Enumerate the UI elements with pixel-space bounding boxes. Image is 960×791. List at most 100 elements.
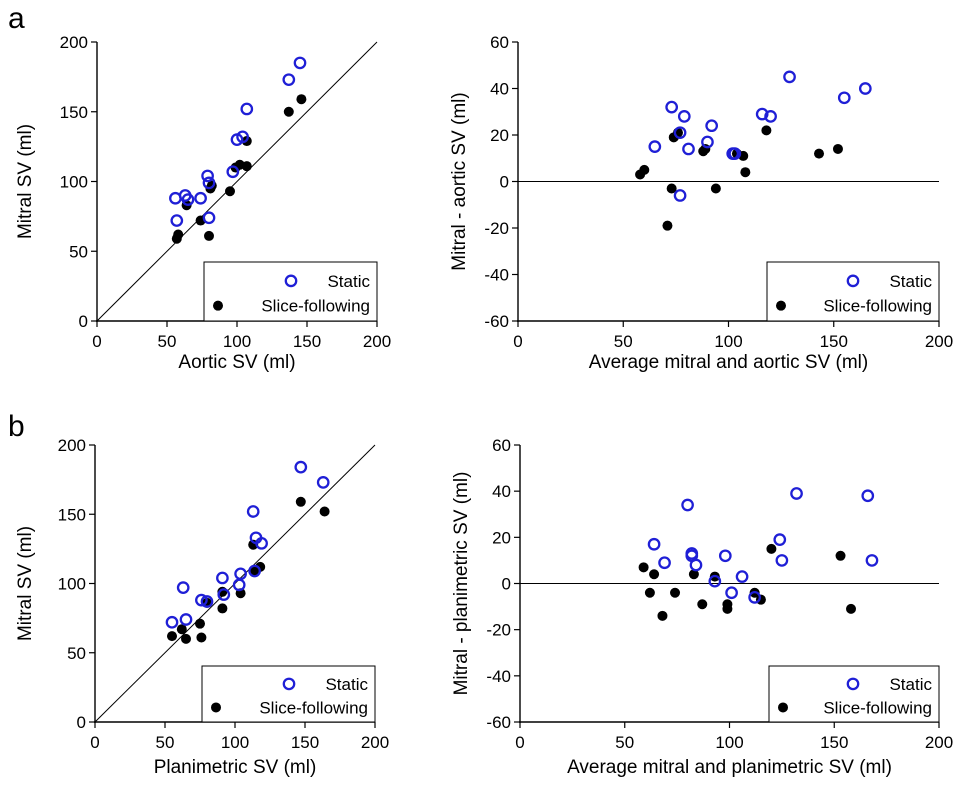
static-point <box>728 147 742 160</box>
chart-a-right: 0 50 100 150 200 -60 -40 -20 0 20 40 60 Average mitr… <box>449 33 953 373</box>
slice-following-point <box>761 125 772 136</box>
x-tick-label: 0 <box>92 332 101 351</box>
slice-following-point <box>319 506 330 517</box>
x-tick-label: 0 <box>515 733 524 752</box>
y-tick-label: 200 <box>60 33 88 52</box>
static-point <box>673 189 687 202</box>
slice-following-point <box>176 624 187 635</box>
slice-following-point <box>662 220 673 231</box>
static-point <box>179 613 193 626</box>
x-tick-label: 50 <box>158 332 177 351</box>
static-point <box>865 554 879 567</box>
slice-following-point <box>670 587 681 598</box>
y-tick-label: 150 <box>60 103 88 122</box>
slice-following-point <box>241 161 252 172</box>
x-tick-label: 100 <box>221 733 249 752</box>
static-point <box>658 556 671 570</box>
x-tick-label: 200 <box>361 733 389 752</box>
static-point <box>202 176 216 190</box>
slice-following-point <box>638 562 649 573</box>
slice-following-point <box>217 603 228 614</box>
slice-following-point <box>666 183 677 194</box>
y-tick-label: -60 <box>484 312 509 331</box>
slice-following-point <box>283 106 294 117</box>
static-point <box>255 536 268 550</box>
x-tick-label: 200 <box>925 733 953 752</box>
slice-following-point <box>722 599 733 610</box>
slice-following-point <box>846 603 857 614</box>
slice-following-point <box>181 633 191 644</box>
static-point <box>200 595 214 608</box>
slice-following-point <box>649 569 660 580</box>
legend-slice-marker <box>213 300 223 311</box>
slice-following-point <box>740 167 751 178</box>
y-tick-label: 40 <box>492 482 511 501</box>
legend-static-label: Static <box>325 675 368 694</box>
static-point <box>248 564 261 578</box>
static-point <box>689 558 703 572</box>
legend-slice-label: Slice-following <box>261 297 370 316</box>
static-point <box>195 593 208 607</box>
y-tick-label: 60 <box>490 33 509 52</box>
slice-following-point <box>832 143 843 154</box>
legend-static-marker <box>284 274 298 288</box>
y-tick-label: 100 <box>58 575 86 594</box>
slice-following-point <box>835 550 846 561</box>
x-tick-label: 0 <box>513 332 522 351</box>
static-point <box>725 586 738 600</box>
y-tick-label: -40 <box>486 667 511 686</box>
static-point <box>293 56 307 70</box>
static-point <box>234 567 247 581</box>
y-tick-label: -20 <box>484 219 509 238</box>
slice-following-point <box>225 186 235 197</box>
static-point <box>236 130 249 144</box>
x-tick-label: 50 <box>615 733 634 752</box>
slice-following-point <box>167 631 177 642</box>
static-point <box>764 110 777 123</box>
static-point <box>773 533 787 546</box>
legend-slice-label: Slice-following <box>823 698 932 717</box>
static-point <box>708 574 722 588</box>
y-tick-label: 0 <box>500 173 509 192</box>
legend-slice-label: Slice-following <box>259 698 368 717</box>
legend-box <box>201 665 376 723</box>
chart-b-right: 0 50 100 150 200 -60 -40 -20 0 20 40 60 Average mitr… <box>451 436 953 778</box>
static-point <box>735 570 749 583</box>
static-point <box>194 191 207 205</box>
static-point <box>181 193 195 206</box>
y-tick-label: 150 <box>58 505 86 524</box>
x-tick-label: 0 <box>90 733 99 752</box>
y-tick-label: 20 <box>490 126 509 145</box>
legend-slice-label: Slice-following <box>823 297 932 316</box>
static-point <box>648 140 662 153</box>
legend-static-label: Static <box>327 272 370 291</box>
slice-following-point <box>173 229 184 240</box>
slice-following-point <box>196 632 207 643</box>
x-axis-label: Average mitral and aortic SV (ml) <box>589 352 868 373</box>
static-point <box>170 214 184 227</box>
slice-following-point <box>814 148 825 159</box>
y-tick-label: 40 <box>490 80 509 99</box>
x-tick-label: 100 <box>223 332 251 351</box>
y-tick-label: 50 <box>67 644 86 663</box>
y-axis-label: Mitral SV (ml) <box>15 124 36 239</box>
x-tick-label: 200 <box>363 332 391 351</box>
slice-following-point <box>766 543 777 554</box>
static-point <box>665 100 679 114</box>
static-point <box>748 590 761 604</box>
static-point <box>240 102 254 116</box>
x-tick-label: 150 <box>820 332 848 351</box>
y-tick-label: 100 <box>60 173 88 192</box>
legend-static-marker <box>846 677 860 691</box>
y-axis-label: Mitral - aortic SV (ml) <box>449 92 470 270</box>
panel-label-a: a <box>8 2 25 35</box>
slice-following-point <box>710 183 721 194</box>
static-point <box>783 70 796 84</box>
slice-following-point <box>755 594 766 605</box>
identity-line <box>96 41 378 322</box>
static-point <box>790 487 803 500</box>
x-axis-label: Average mitral and planimetric SV (ml) <box>567 757 892 778</box>
static-point <box>705 119 719 133</box>
static-point <box>701 135 714 149</box>
legend-static-marker <box>846 274 860 288</box>
